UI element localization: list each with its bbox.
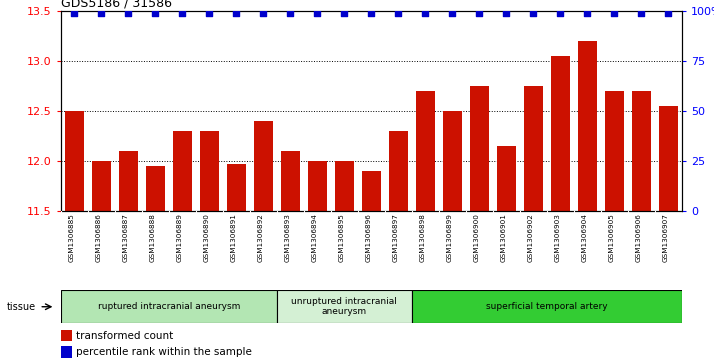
Text: GSM1306902: GSM1306902	[528, 213, 533, 262]
Bar	[605, 91, 624, 211]
Text: GSM1306903: GSM1306903	[554, 213, 560, 262]
Text: GSM1306905: GSM1306905	[608, 213, 614, 262]
Point	[311, 10, 323, 16]
Bar	[119, 151, 138, 211]
Text: GSM1306901: GSM1306901	[501, 213, 506, 262]
Text: GSM1306895: GSM1306895	[338, 213, 344, 262]
Text: GSM1306888: GSM1306888	[149, 213, 155, 262]
Bar	[497, 146, 516, 211]
Text: unruptured intracranial
aneurysm: unruptured intracranial aneurysm	[291, 297, 397, 317]
Text: GSM1306898: GSM1306898	[419, 213, 426, 262]
Text: GSM1306887: GSM1306887	[122, 213, 129, 262]
Text: GSM1306891: GSM1306891	[230, 213, 236, 262]
Point	[582, 10, 593, 16]
Text: percentile rank within the sample: percentile rank within the sample	[76, 347, 252, 357]
Bar	[443, 111, 462, 211]
Point	[446, 10, 458, 16]
Text: GSM1306885: GSM1306885	[69, 213, 74, 262]
Point	[501, 10, 512, 16]
Text: GSM1306900: GSM1306900	[473, 213, 479, 262]
Bar	[412, 290, 682, 323]
Bar	[61, 290, 277, 323]
Point	[149, 10, 161, 16]
Bar	[470, 86, 489, 211]
Bar	[578, 41, 597, 211]
Point	[366, 10, 377, 16]
Text: GSM1306894: GSM1306894	[311, 213, 317, 262]
Text: GSM1306893: GSM1306893	[284, 213, 291, 262]
Point	[555, 10, 566, 16]
Text: GSM1306907: GSM1306907	[663, 213, 668, 262]
Text: GSM1306906: GSM1306906	[635, 213, 641, 262]
Point	[231, 10, 242, 16]
Text: GSM1306890: GSM1306890	[203, 213, 209, 262]
Bar	[551, 56, 570, 211]
Bar	[61, 330, 72, 341]
Bar	[65, 111, 84, 211]
Text: GSM1306904: GSM1306904	[581, 213, 588, 262]
Bar	[61, 346, 72, 358]
Point	[203, 10, 215, 16]
Bar	[632, 91, 650, 211]
Point	[608, 10, 620, 16]
Point	[663, 10, 674, 16]
Bar	[335, 160, 353, 211]
Text: GSM1306892: GSM1306892	[257, 213, 263, 262]
Point	[96, 10, 107, 16]
Point	[123, 10, 134, 16]
Bar	[200, 131, 218, 211]
Text: GSM1306896: GSM1306896	[366, 213, 371, 262]
Bar	[227, 164, 246, 211]
Bar	[146, 166, 165, 211]
Point	[420, 10, 431, 16]
Text: transformed count: transformed count	[76, 331, 174, 341]
Text: tissue: tissue	[7, 302, 36, 312]
Point	[69, 10, 80, 16]
Point	[393, 10, 404, 16]
Bar	[173, 131, 191, 211]
Bar	[389, 131, 408, 211]
Text: ruptured intracranial aneurysm: ruptured intracranial aneurysm	[98, 302, 240, 311]
Text: GSM1306899: GSM1306899	[446, 213, 452, 262]
Point	[176, 10, 188, 16]
Bar	[281, 151, 300, 211]
Point	[285, 10, 296, 16]
Bar	[277, 290, 412, 323]
Bar	[659, 106, 678, 211]
Bar	[253, 121, 273, 211]
Point	[635, 10, 647, 16]
Point	[473, 10, 485, 16]
Bar	[91, 160, 111, 211]
Point	[258, 10, 269, 16]
Bar	[524, 86, 543, 211]
Text: superficial temporal artery: superficial temporal artery	[486, 302, 608, 311]
Text: GSM1306886: GSM1306886	[95, 213, 101, 262]
Bar	[362, 171, 381, 211]
Text: GSM1306889: GSM1306889	[176, 213, 182, 262]
Bar	[308, 160, 327, 211]
Text: GDS5186 / 31586: GDS5186 / 31586	[61, 0, 171, 10]
Point	[338, 10, 350, 16]
Bar	[416, 91, 435, 211]
Point	[528, 10, 539, 16]
Text: GSM1306897: GSM1306897	[392, 213, 398, 262]
